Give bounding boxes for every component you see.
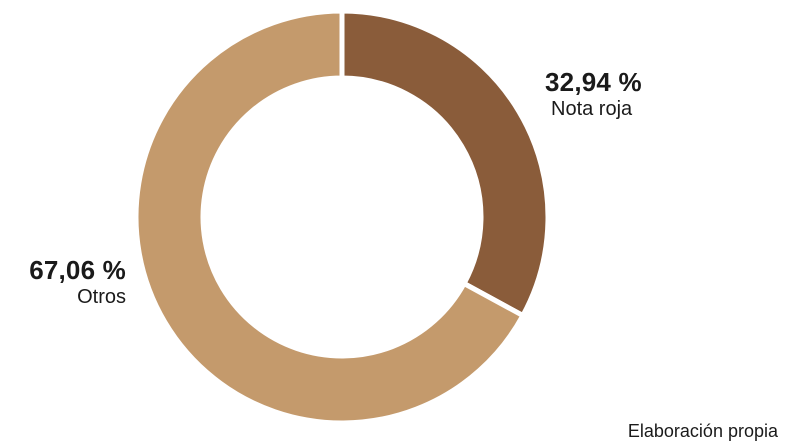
donut-slice-otros: [133, 8, 527, 426]
slice-label-otros: 67,06 % Otros: [10, 255, 126, 309]
donut-slice-nota-roja: [339, 8, 551, 319]
slice-value-nota-roja: 32,94 %: [545, 67, 642, 97]
slice-label-nota-roja: 32,94 % Nota roja: [545, 67, 642, 121]
slice-name-nota-roja: Nota roja: [551, 97, 633, 120]
slice-value-otros: 67,06 %: [29, 255, 126, 285]
source-note: Elaboración propia: [627, 421, 778, 441]
slice-name-otros: Otros: [77, 285, 126, 308]
